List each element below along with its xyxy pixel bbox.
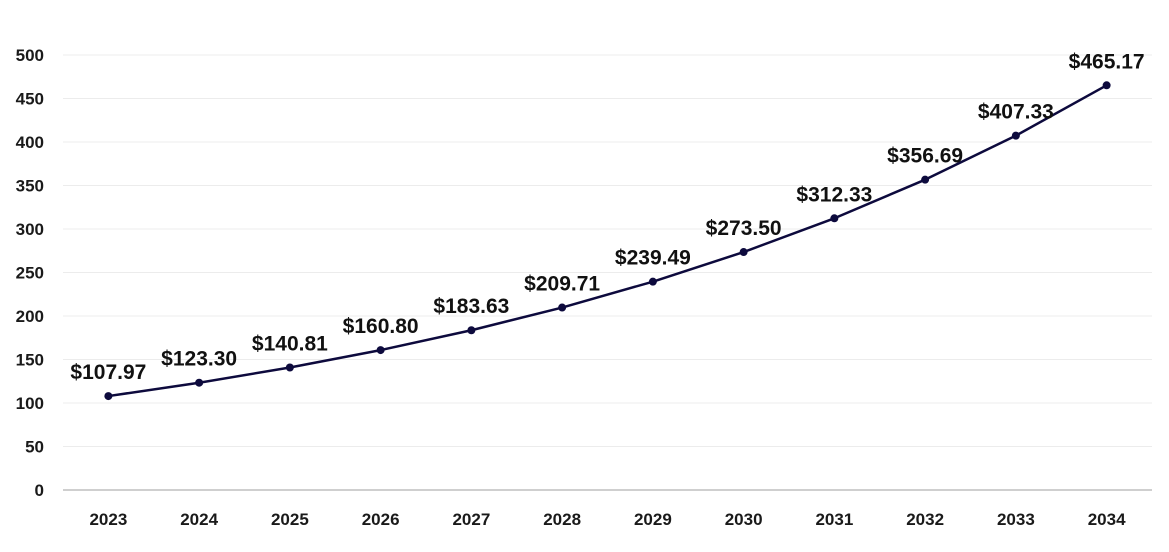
x-tick-label: 2032 bbox=[906, 510, 944, 529]
x-tick-label: 2030 bbox=[725, 510, 763, 529]
data-label: $356.69 bbox=[887, 145, 963, 168]
y-tick-label: 200 bbox=[16, 307, 44, 326]
data-point bbox=[104, 392, 113, 401]
x-tick-label: 2025 bbox=[271, 510, 309, 529]
x-tick-label: 2028 bbox=[543, 510, 581, 529]
x-tick-label: 2023 bbox=[89, 510, 127, 529]
x-tick-label: 2031 bbox=[815, 510, 853, 529]
y-tick-label: 400 bbox=[16, 133, 44, 152]
data-point bbox=[285, 363, 294, 372]
data-point bbox=[830, 214, 839, 223]
y-tick-label: 50 bbox=[25, 438, 44, 457]
x-tick-label: 2033 bbox=[997, 510, 1035, 529]
y-tick-label: 0 bbox=[35, 481, 44, 500]
series-line-group bbox=[104, 81, 1111, 401]
data-labels: $107.97 $123.30 $140.81 $160.80 $183.63 $209.… bbox=[70, 50, 1144, 384]
x-tick-label: 2024 bbox=[180, 510, 218, 529]
data-point bbox=[376, 346, 385, 355]
data-point bbox=[921, 175, 930, 184]
data-label: $140.81 bbox=[252, 332, 328, 355]
y-tick-label: 500 bbox=[16, 46, 44, 65]
data-label: $465.17 bbox=[1069, 50, 1145, 73]
data-point bbox=[648, 277, 657, 286]
data-label: $123.30 bbox=[161, 348, 237, 371]
data-point bbox=[1102, 81, 1111, 90]
axes: 0 50 100 150 200 250 300 350 400 450 500 2023 2024 20… bbox=[16, 46, 1152, 529]
data-point bbox=[1011, 131, 1020, 140]
y-tick-label: 150 bbox=[16, 351, 44, 370]
series-line bbox=[107, 84, 1108, 398]
x-tick-label: 2029 bbox=[634, 510, 672, 529]
data-point bbox=[558, 303, 567, 312]
y-tick-label: 350 bbox=[16, 177, 44, 196]
data-label: $183.63 bbox=[433, 295, 509, 318]
data-label: $160.80 bbox=[343, 315, 419, 338]
data-label: $407.33 bbox=[978, 101, 1054, 124]
data-point bbox=[467, 326, 476, 335]
data-label: $312.33 bbox=[796, 183, 872, 206]
data-label: $239.49 bbox=[615, 247, 691, 270]
data-label: $209.71 bbox=[524, 273, 600, 296]
data-label: $107.97 bbox=[70, 361, 146, 384]
gridlines bbox=[63, 54, 1152, 447]
data-point bbox=[739, 248, 748, 257]
y-tick-label: 300 bbox=[16, 220, 44, 239]
x-tick-label: 2027 bbox=[452, 510, 490, 529]
y-tick-label: 450 bbox=[16, 90, 44, 109]
y-tick-label: 250 bbox=[16, 264, 44, 283]
data-point bbox=[195, 378, 204, 387]
x-tick-label: 2026 bbox=[362, 510, 400, 529]
x-tick-label: 2034 bbox=[1088, 510, 1126, 529]
y-tick-label: 100 bbox=[16, 394, 44, 413]
data-label: $273.50 bbox=[706, 217, 782, 240]
